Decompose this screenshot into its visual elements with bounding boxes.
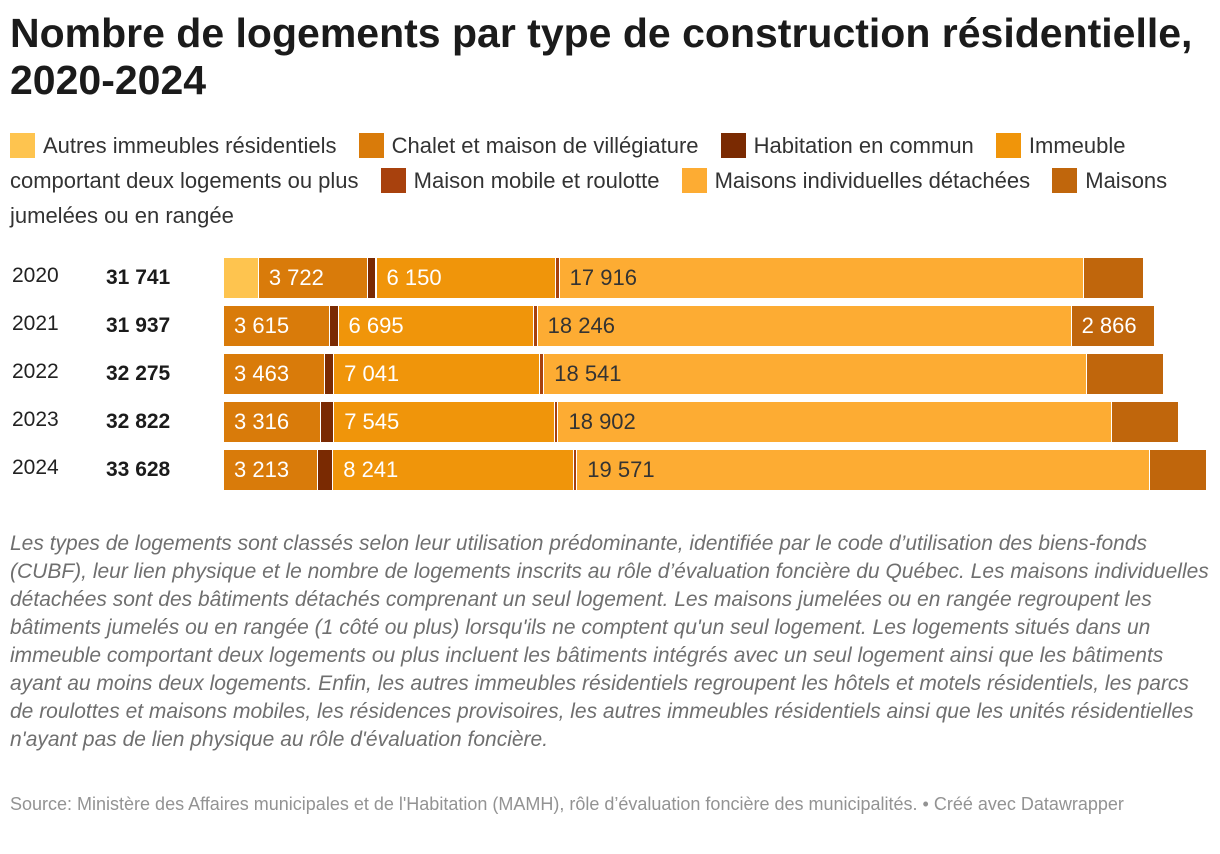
bar-track: 3 722 6 150 17 916 bbox=[224, 258, 1208, 298]
bar-segment bbox=[544, 354, 1087, 394]
legend-swatch bbox=[720, 133, 746, 158]
legend-label: Immeuble comportant deux logements ou pl… bbox=[10, 133, 1126, 193]
category-label: 2021 bbox=[12, 312, 59, 335]
bar-segment bbox=[537, 306, 1072, 346]
bar-segment bbox=[224, 306, 330, 346]
legend-swatch bbox=[380, 168, 406, 193]
legend: Autres immeubles résidentiels Chalet et … bbox=[10, 128, 1210, 233]
legend-label: Habitation en commun bbox=[753, 133, 974, 158]
bar-row: 2024 33 628 3 213 8 241 19 571 bbox=[0, 450, 1220, 490]
legend-label: Maisons individuelles détachées bbox=[714, 168, 1031, 193]
category-label: 2024 bbox=[12, 456, 59, 479]
bar-row: 2022 32 275 3 463 7 041 18 541 bbox=[0, 354, 1220, 394]
legend-swatch bbox=[10, 133, 35, 158]
bar-segment bbox=[574, 450, 578, 490]
bar-segment bbox=[376, 258, 557, 298]
bar-segment bbox=[558, 402, 1112, 442]
chart-source: Source: Ministère des Affaires municipal… bbox=[10, 794, 1124, 814]
bar-segment bbox=[1083, 258, 1144, 298]
bar-segment bbox=[318, 450, 334, 490]
legend-item: Maisons individuelles détachées bbox=[681, 168, 1031, 193]
legend-item: Habitation en commun bbox=[720, 133, 974, 158]
bar-segment bbox=[329, 306, 339, 346]
legend-swatch bbox=[681, 168, 707, 193]
legend-label: Autres immeubles résidentiels bbox=[43, 133, 337, 158]
legend-swatch bbox=[1052, 168, 1078, 193]
bar-segment bbox=[577, 450, 1150, 490]
bar-segment bbox=[534, 306, 538, 346]
bar-segment bbox=[334, 354, 541, 394]
legend-swatch bbox=[358, 133, 384, 158]
bar-track: 3 463 7 041 18 541 bbox=[224, 354, 1208, 394]
legend-label: Maisons jumelées ou en rangée bbox=[10, 168, 1168, 228]
bar-row: 2021 31 937 3 615 6 695 18 246 2 866 bbox=[0, 306, 1220, 346]
bar-segment bbox=[333, 450, 575, 490]
bar-segment bbox=[540, 354, 545, 394]
legend-item: Immeuble comportant deux logements ou pl… bbox=[10, 133, 1126, 193]
bar-track: 3 316 7 545 18 902 bbox=[224, 402, 1208, 442]
bar-segment bbox=[1071, 306, 1156, 346]
bar-row: 2020 31 741 3 722 6 150 17 916 bbox=[0, 258, 1220, 298]
chart-title: Nombre de logements par type de construc… bbox=[10, 10, 1193, 103]
bar-segment bbox=[559, 258, 1084, 298]
bar-segment bbox=[554, 402, 559, 442]
bar-segment bbox=[338, 306, 535, 346]
category-label: 2020 bbox=[12, 264, 59, 287]
bar-segment bbox=[556, 258, 560, 298]
total-label: 31 741 bbox=[106, 266, 171, 289]
bar-segment bbox=[1149, 450, 1208, 490]
chart-area: 2020 31 741 3 722 6 150 17 916 2021 31 937 3 61… bbox=[0, 250, 1220, 500]
category-label: 2022 bbox=[12, 360, 59, 383]
bar-segment bbox=[325, 354, 335, 394]
bar-track: 3 615 6 695 18 246 2 866 bbox=[224, 306, 1208, 346]
total-label: 31 937 bbox=[106, 314, 171, 337]
legend-swatch bbox=[995, 133, 1021, 158]
bar-row: 2023 32 822 3 316 7 545 18 902 bbox=[0, 402, 1220, 442]
total-label: 32 275 bbox=[106, 362, 171, 385]
bar-segment bbox=[224, 258, 259, 298]
bar-segment bbox=[321, 402, 335, 442]
bar-segment bbox=[224, 354, 326, 394]
legend-item: Autres immeubles résidentiels bbox=[10, 133, 336, 158]
chart-description: Les types de logements sont classés selo… bbox=[10, 532, 1209, 751]
total-label: 33 628 bbox=[106, 458, 171, 481]
bar-segment bbox=[224, 450, 319, 490]
total-label: 32 822 bbox=[106, 410, 171, 433]
bar-segment bbox=[367, 258, 377, 298]
legend-item: Maisons jumelées ou en rangée bbox=[10, 168, 1167, 228]
legend-label: Chalet et maison de villégiature bbox=[391, 133, 699, 158]
bar-segment bbox=[1111, 402, 1180, 442]
bar-segment bbox=[334, 402, 555, 442]
bar-segment bbox=[1086, 354, 1164, 394]
legend-item: Maison mobile et roulotte bbox=[380, 168, 660, 193]
bar-track: 3 213 8 241 19 571 bbox=[224, 450, 1208, 490]
category-label: 2023 bbox=[12, 408, 59, 431]
legend-label: Maison mobile et roulotte bbox=[413, 168, 660, 193]
legend-item: Chalet et maison de villégiature bbox=[358, 133, 699, 158]
bar-segment bbox=[258, 258, 368, 298]
bar-segment bbox=[224, 402, 322, 442]
